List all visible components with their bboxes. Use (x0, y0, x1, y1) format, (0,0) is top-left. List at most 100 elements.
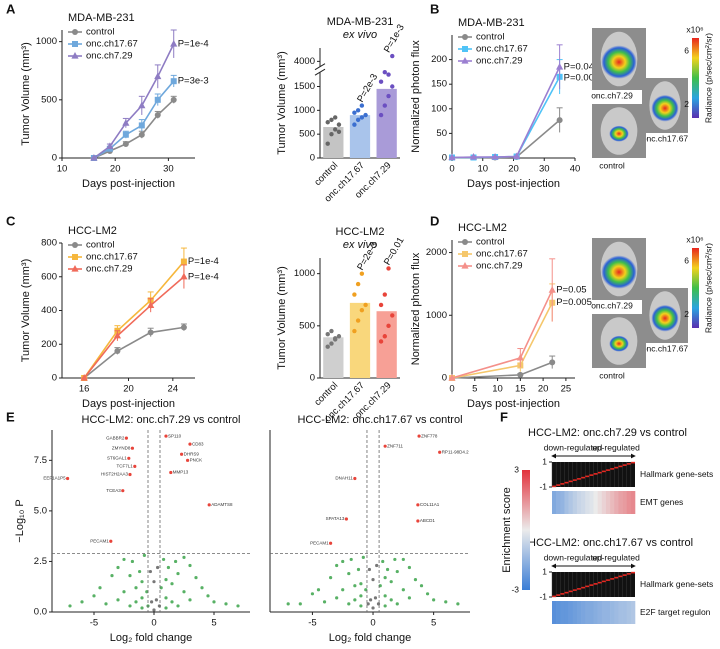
heat-cell (552, 601, 557, 624)
data-point (122, 119, 130, 126)
highlight-point (127, 456, 131, 460)
data-point (170, 39, 178, 47)
data-point (182, 555, 186, 560)
gene-label: HIST2H2AA3 (101, 472, 129, 477)
heat-cell (560, 491, 565, 514)
y-tick-label: 100 (431, 103, 447, 114)
series-line (451, 302, 553, 379)
data-point (116, 565, 120, 570)
data-point (236, 604, 240, 608)
gene-label: ST6GAL1 (107, 455, 127, 460)
data-point (122, 131, 129, 138)
x-tick-label: 0 (449, 384, 454, 395)
data-point (92, 594, 96, 598)
heat-cell (576, 491, 582, 514)
data-point (389, 598, 393, 602)
gene-label: TCEA3 (106, 488, 121, 493)
data-point (376, 602, 381, 606)
data-point (373, 596, 378, 600)
gene-label: PECAM1 (310, 540, 329, 545)
image-label: onc.ch17.67 (642, 343, 689, 353)
data-point (138, 569, 142, 574)
y-tick-label: 150 (431, 79, 447, 90)
data-point (349, 557, 353, 562)
data-point (359, 271, 365, 276)
gene-label: EEF1A1P5 (43, 476, 66, 481)
chart-title: HCC-LM2: onc.ch17.67 vs control (297, 414, 462, 426)
data-point (355, 318, 361, 323)
legend-label: control (476, 32, 505, 43)
series-line (83, 326, 185, 379)
chart-title: MDA-MB-231 (68, 12, 135, 24)
chart-title: MDA-MB-231 (458, 17, 525, 29)
gene-label: CD83 (192, 441, 204, 446)
y-axis-label: Tumor Volume (mm³) (20, 42, 32, 146)
data-point (148, 569, 152, 574)
heat-cell (581, 491, 586, 514)
panel-label: C (6, 213, 16, 228)
legend-marker (72, 41, 78, 47)
annotation: P=0.04 (564, 61, 594, 72)
signal (651, 94, 679, 122)
data-point (371, 606, 375, 610)
data-point (347, 602, 351, 606)
data-point (104, 602, 108, 606)
data-point (367, 567, 371, 572)
chart-title: HCC-LM2: onc.ch17.67 vs control (528, 537, 693, 549)
legend-marker (462, 251, 468, 257)
data-point (154, 96, 161, 103)
data-point (413, 578, 418, 582)
annotation: P=1e-4 (178, 38, 209, 49)
data-point (549, 359, 556, 366)
x-axis-label: Log₂ fold change (329, 632, 412, 644)
data-point (336, 129, 342, 134)
gene-label: PNCK (190, 458, 203, 463)
x-tick-label: 24 (168, 384, 179, 395)
data-point (206, 594, 210, 598)
colorbar-label: Radiance (p/sec/cm²/sr) (703, 33, 713, 123)
data-point (333, 115, 338, 120)
y-tick-label: 0.0 (34, 607, 47, 618)
heat-cell (626, 491, 632, 514)
highlight-point (329, 541, 333, 545)
data-point (419, 584, 424, 588)
rank-label: Hallmark gene-sets (640, 469, 713, 479)
heat-cell (581, 601, 586, 624)
colorbar-label: Radiance (p/sec/cm²/sr) (703, 243, 713, 333)
data-point (378, 112, 384, 118)
series-line (452, 119, 561, 159)
series-line (93, 80, 175, 159)
y-tick-label: 1500 (294, 81, 315, 92)
data-point (329, 576, 333, 580)
chart-title: HCC-LM2 (68, 225, 117, 237)
data-point (393, 557, 397, 562)
data-point (325, 141, 330, 146)
data-point (375, 563, 379, 568)
data-point (359, 307, 365, 313)
data-point (395, 602, 399, 606)
y-tick-label: 1000 (426, 310, 447, 321)
y-tick-label: 4000 (294, 56, 315, 67)
colorbar-tick-label: 3 (514, 464, 519, 474)
data-point (188, 563, 192, 568)
chart-title: HCC-LM2 (458, 222, 507, 234)
colorbar-label: Enrichment score (501, 487, 513, 573)
data-point (333, 127, 338, 132)
data-point (164, 606, 168, 610)
data-point (194, 576, 198, 580)
highlight-point (133, 464, 137, 468)
x-tick-label: 10 (477, 164, 488, 175)
heat-cell (589, 491, 594, 514)
series-line (83, 276, 185, 379)
data-point (176, 604, 180, 608)
data-point (154, 111, 161, 118)
legend-label: onc.ch17.67 (476, 249, 528, 260)
chart-title: HCC-LM2: onc.ch7.29 vs control (528, 427, 687, 439)
down-label: down-regulated (544, 442, 603, 452)
data-point (361, 555, 365, 560)
y-tick-label: 600 (41, 271, 57, 282)
data-point (110, 574, 114, 578)
highlight-point (417, 434, 421, 438)
series-line (452, 76, 561, 159)
annotation: P=0.005 (556, 297, 592, 308)
